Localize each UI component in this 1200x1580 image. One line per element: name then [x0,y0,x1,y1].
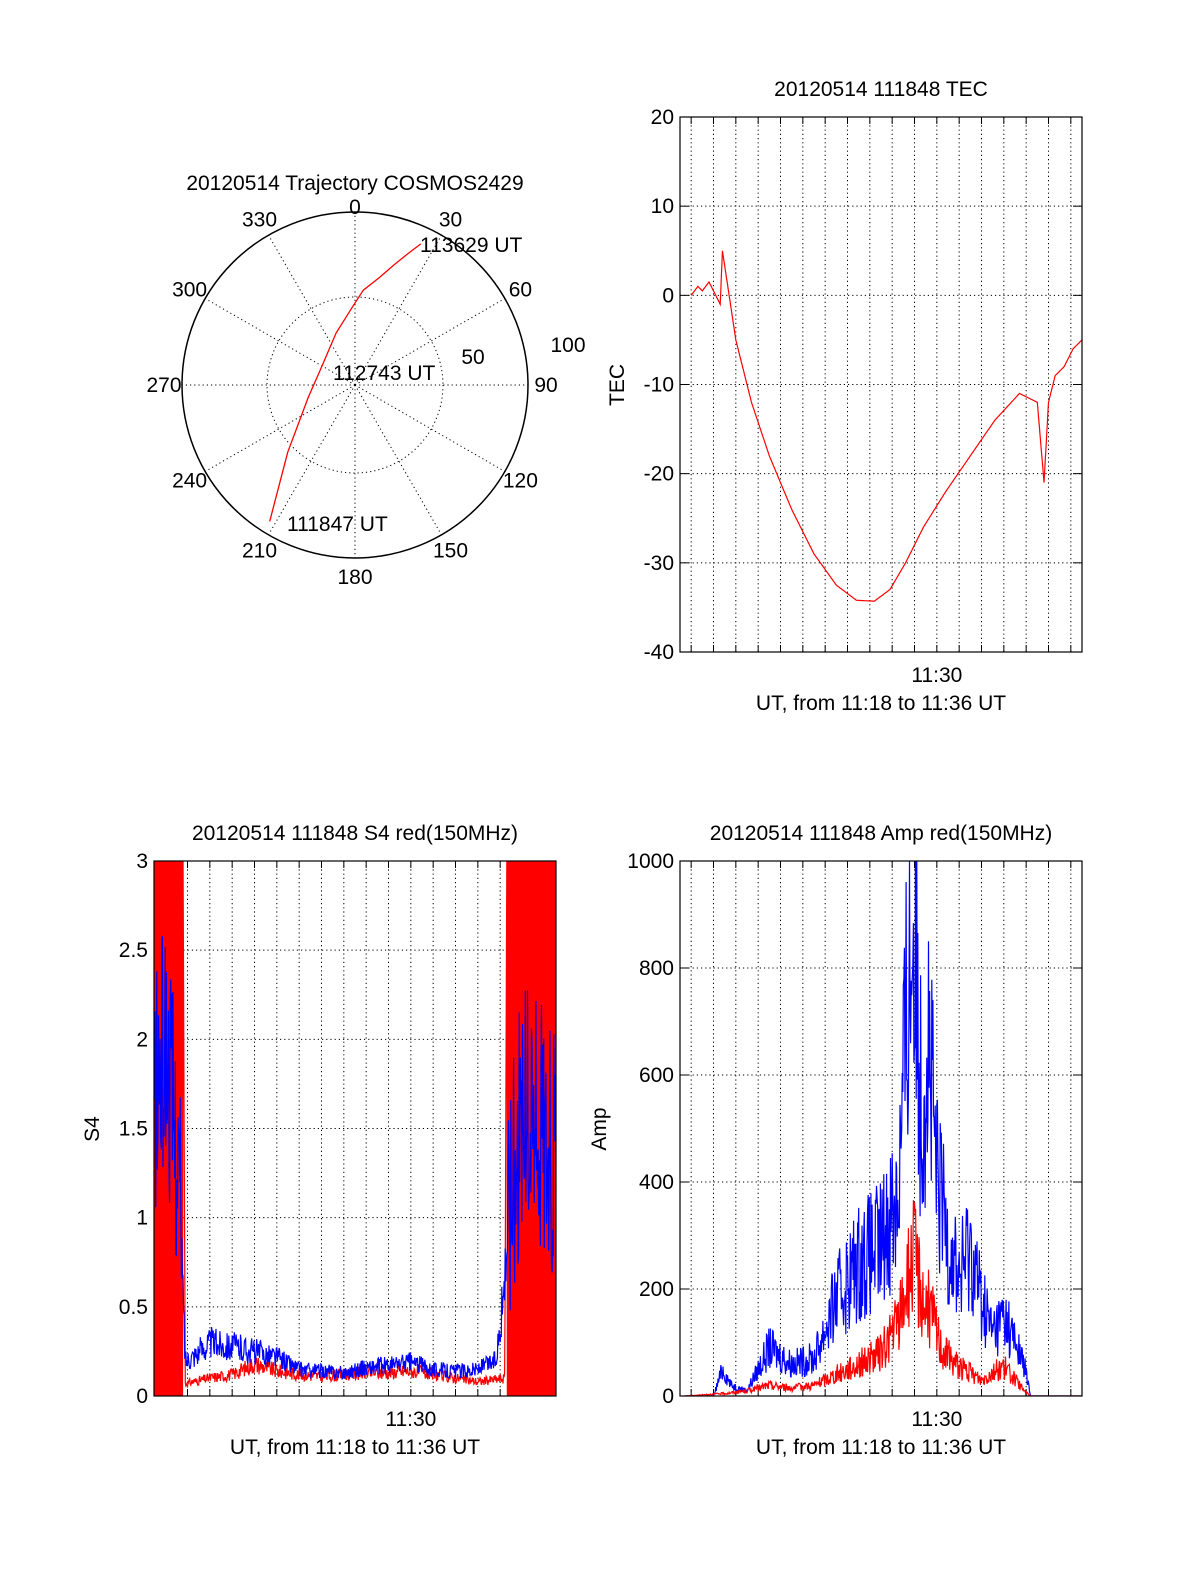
amp-series-group [684,861,1082,1396]
polar-angle-label: 270 [146,374,181,397]
polar-angle-label: 300 [172,279,207,302]
polar-angle-label: 30 [439,209,462,232]
s4-series-line [154,936,556,1380]
tec-title: 20120514 111848 TEC [774,78,988,101]
tec-x-tick-label: 11:30 [911,664,962,687]
trajectory-chart: 20120514 Trajectory COSMOS2429 0 30 60 90 12… [146,172,585,589]
s4-series-line [154,861,556,1396]
s4-x-tick-label: 11:30 [385,1408,436,1431]
tec-y-tick-label: -40 [644,641,674,664]
s4-x-axis-label: UT, from 11:18 to 11:36 UT [230,1436,480,1459]
amp-series-line [684,861,1082,1396]
tec-series-line [690,250,1082,602]
s4-y-tick-label: 0 [136,1385,148,1408]
polar-angle-label: 0 [349,196,361,219]
s4-y-tick-label: 3 [136,850,148,873]
amp-plot-frame [679,860,1083,1397]
trajectory-grid [181,211,529,559]
polar-angle-label: 60 [509,279,532,302]
amp-y-tick-label: 400 [639,1171,674,1194]
polar-angle-label: 90 [534,374,557,397]
polar-angle-label: 330 [242,209,277,232]
tec-y-tick-label: 20 [651,106,674,129]
polar-inner-ring [266,296,444,474]
amp-x-tick-label: 11:30 [911,1408,962,1431]
tec-y-tick-label: 0 [662,284,674,307]
amp-series-line [684,1200,1082,1396]
s4-y-tick-label: 0.5 [119,1296,148,1319]
trajectory-line [269,243,422,522]
polar-angle-label: 150 [433,539,468,562]
s4-y-tick-label: 2 [136,1028,148,1051]
s4-y-axis-label: S4 [81,1116,104,1142]
s4-series-group [154,861,556,1396]
s4-chart: 20120514 111848 S4 red(150MHz) UT, from … [81,822,557,1459]
amp-y-tick-label: 200 [639,1278,674,1301]
amp-chart: 20120514 111848 Amp red(150MHz) UT, from… [588,822,1083,1459]
polar-angle-label: 180 [337,566,372,589]
radial-label-50: 50 [461,346,484,369]
trajectory-start-label: 111847 UT [287,513,388,536]
s4-y-tick-label: 1 [136,1207,148,1230]
amp-y-tick-label: 0 [662,1385,674,1408]
tec-plot-frame [679,116,1083,653]
tec-y-axis-label: TEC [606,364,629,406]
tec-series-group [690,250,1082,602]
s4-plot-frame [153,860,557,1397]
trajectory-end-label: 113629 UT [420,234,523,257]
amp-y-tick-label: 800 [639,957,674,980]
trajectory-angle-labels: 0 30 60 90 120 150 180 210 240 270 300 330 [146,196,557,589]
s4-y-tick-label: 2.5 [119,939,148,962]
amp-y-axis-label: Amp [588,1107,611,1150]
amp-y-tick-label: 1000 [627,850,674,873]
trajectory-mid-label: 112743 UT [333,362,436,385]
tec-y-tick-label: -20 [644,463,674,486]
polar-spoke [204,384,356,472]
tec-chart: 20120514 111848 TEC UT, from 11:18 to 11… [606,78,1083,715]
s4-title: 20120514 111848 S4 red(150MHz) [192,822,518,845]
polar-angle-label: 120 [503,470,538,493]
polar-spoke [354,384,506,472]
s4-y-tick-label: 1.5 [119,1118,148,1141]
trajectory-series [269,243,422,522]
polar-angle-label: 240 [172,470,207,493]
amp-y-tick-label: 600 [639,1064,674,1087]
trajectory-title: 20120514 Trajectory COSMOS2429 [186,172,523,195]
tec-y-tick-label: -30 [644,552,674,575]
tec-y-tick-label: -10 [644,374,674,397]
amp-x-axis-label: UT, from 11:18 to 11:36 UT [756,1436,1006,1459]
radial-label-100: 100 [550,334,585,357]
tec-y-tick-label: 10 [651,195,674,218]
polar-angle-label: 210 [242,539,277,562]
amp-title: 20120514 111848 Amp red(150MHz) [710,822,1052,845]
tec-x-axis-label: UT, from 11:18 to 11:36 UT [756,692,1006,715]
